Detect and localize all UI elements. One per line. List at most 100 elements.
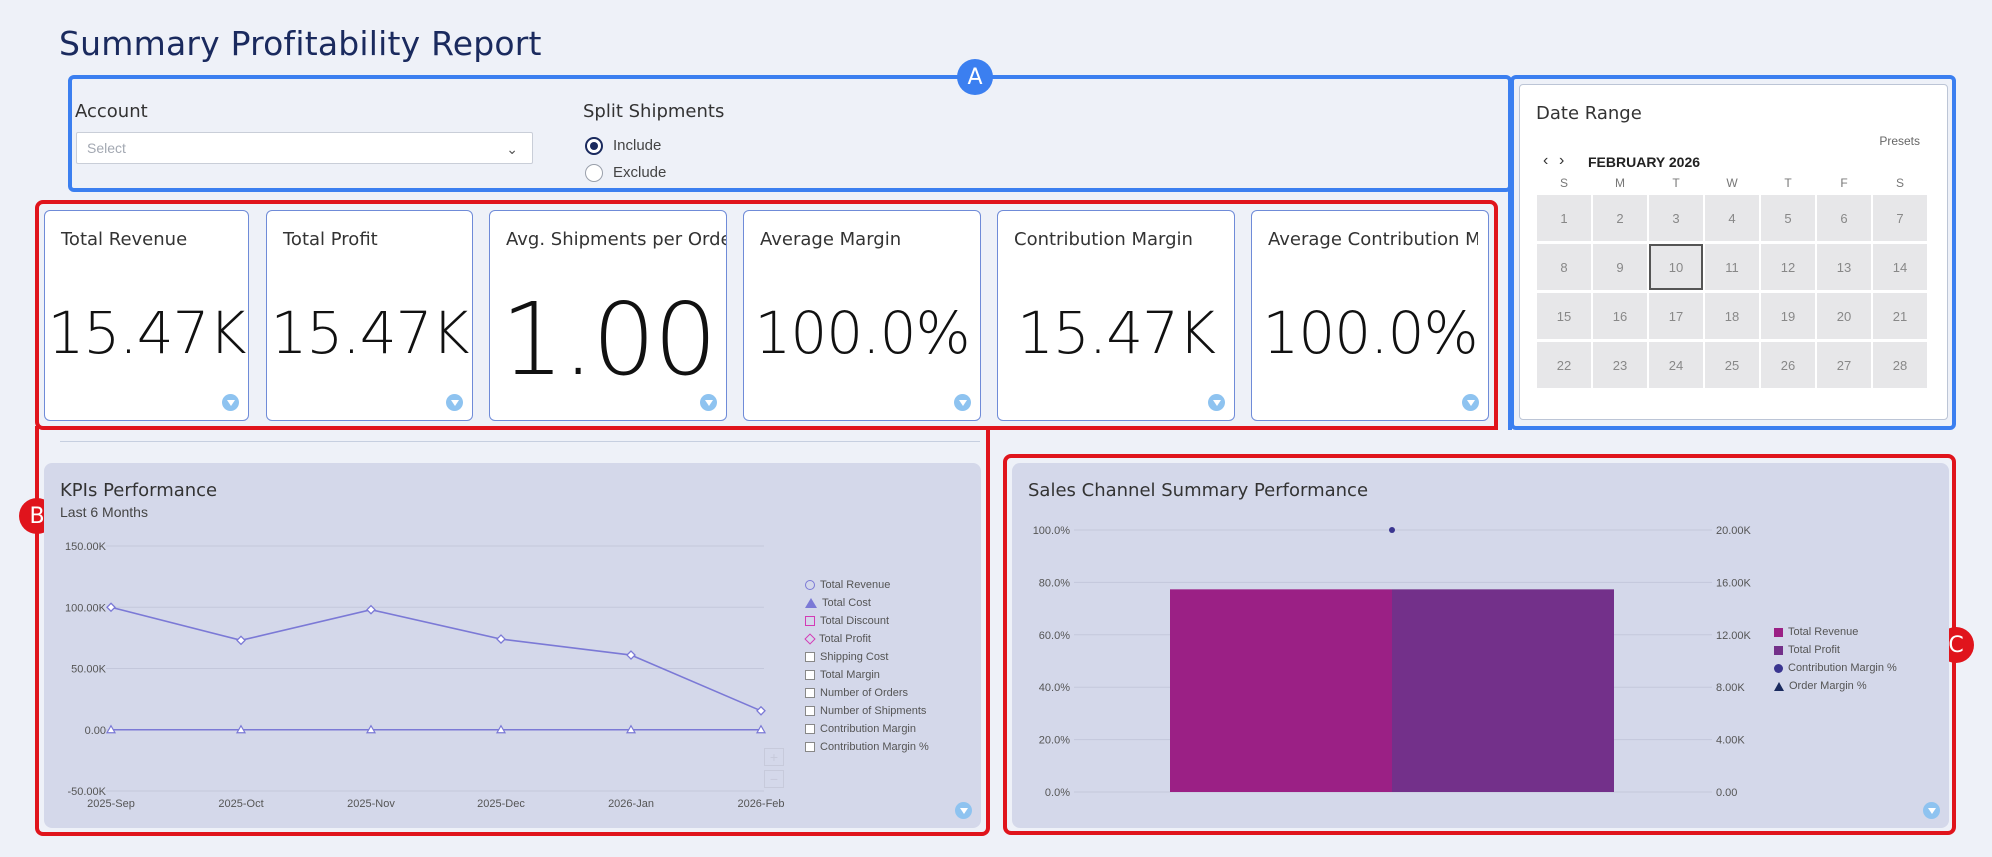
weekday-label: W [1726,176,1738,190]
data-point [366,604,376,615]
kpi-title: Total Profit [283,229,378,250]
legend-marker [805,616,815,626]
y-tick-label: 150.00K [65,541,107,553]
calendar-day[interactable]: 20 [1817,293,1871,339]
legend-item[interactable]: Total Revenue [805,576,929,594]
sales-bar-chart: 100.0% 80.0% 60.0% 40.0% 20.0% 0.0% 20.00K 16.0… [1033,525,1752,799]
annotation-a-sidebar-box [1510,75,1956,430]
legend-label: Number of Shipments [820,705,927,717]
calendar-day[interactable]: 17 [1649,293,1703,339]
x-tick-label: 2025-Oct [218,798,263,810]
legend-item[interactable]: Contribution Margin [805,720,929,738]
exclude-label: Exclude [613,164,667,181]
y-left-tick-label: 40.0% [1039,682,1070,694]
calendar-day[interactable]: 24 [1649,342,1703,388]
legend-item[interactable]: Total Profit [804,630,929,648]
calendar-day[interactable]: 11 [1705,244,1759,290]
zoom-in-button[interactable]: + [764,748,784,766]
calendar-day[interactable]: 1 [1537,195,1591,241]
y-right-tick-label: 4.00K [1716,735,1745,747]
legend-label: Total Margin [820,669,880,681]
annotation-b-connector [986,426,1498,430]
legend-item[interactable]: Number of Shipments [805,702,929,720]
chevron-right-icon[interactable]: › [1559,152,1565,169]
calendar-day[interactable]: 15 [1537,293,1591,339]
data-point [365,724,377,734]
legend-item[interactable]: Total Cost [805,594,929,612]
legend-marker [1774,627,1783,637]
data-point [105,724,117,734]
calendar-day[interactable]: 2 [1593,195,1647,241]
legend-marker [804,633,816,645]
legend-item[interactable]: Total Discount [805,612,929,630]
legend-label: Shipping Cost [820,651,889,663]
data-point [236,635,246,646]
calendar-month: FEBRUARY 2026 [1588,154,1701,170]
calendar-day[interactable]: 14 [1873,244,1927,290]
legend-item[interactable]: Contribution Margin % [805,738,929,756]
zoom-out-button[interactable]: − [764,770,784,788]
legend-item[interactable]: Contribution Margin % [1774,659,1897,677]
calendar-day[interactable]: 9 [1593,244,1647,290]
exclude-radio[interactable] [585,164,603,182]
kpi-title: Avg. Shipments per Order [506,229,727,250]
filter-icon[interactable] [1208,394,1225,411]
chevron-left-icon[interactable]: ‹ [1543,152,1549,169]
legend-marker [805,688,815,698]
calendar-day[interactable]: 12 [1761,244,1815,290]
filter-icon[interactable] [954,394,971,411]
calendar-day[interactable]: 16 [1593,293,1647,339]
calendar-day[interactable]: 8 [1537,244,1591,290]
filter-icon[interactable] [700,394,717,411]
calendar-day[interactable]: 22 [1537,342,1591,388]
include-radio[interactable] [585,137,603,155]
kpi-card-average-margin: Average Margin 100.0% [743,210,981,421]
legend-item[interactable]: Order Margin % [1774,677,1897,695]
account-select[interactable]: Select ⌄ [76,132,533,164]
filter-icon[interactable] [222,394,239,411]
annotation-a-badge: A [957,59,993,95]
calendar-day[interactable]: 23 [1593,342,1647,388]
legend-marker [805,742,815,752]
calendar-day[interactable]: 18 [1705,293,1759,339]
y-left-tick-label: 80.0% [1039,577,1070,589]
legend-item[interactable]: Total Revenue [1774,623,1897,641]
legend-item[interactable]: Total Profit [1774,641,1897,659]
calendar-day[interactable]: 3 [1649,195,1703,241]
legend-label: Number of Orders [820,687,909,699]
filter-icon[interactable] [1923,802,1940,819]
kpi-performance-panel: KPIs Performance Last 6 Months 150.00K 10… [44,463,981,828]
data-point [496,634,506,645]
filter-icon[interactable] [1462,394,1479,411]
y-right-tick-label: 0.00 [1716,787,1737,799]
y-right-tick-label: 8.00K [1716,682,1745,694]
calendar-day[interactable]: 5 [1761,195,1815,241]
annotation-b-connector-2 [986,426,990,446]
calendar-day[interactable]: 21 [1873,293,1927,339]
x-tick-label: 2026-Feb [737,798,784,810]
calendar-day[interactable]: 19 [1761,293,1815,339]
filter-icon[interactable] [955,802,972,819]
kpi-value: 100.0% [754,299,970,367]
kpi-card-average-contribution-margin: Average Contribution Margin 100.0% [1251,210,1489,421]
calendar-day[interactable]: 4 [1705,195,1759,241]
calendar-day[interactable]: 7 [1873,195,1927,241]
annotation-b-box [35,200,1498,430]
calendar-day[interactable]: 27 [1817,342,1871,388]
legend-item[interactable]: Number of Orders [805,684,929,702]
calendar-day[interactable]: 25 [1705,342,1759,388]
calendar-day[interactable]: 13 [1817,244,1871,290]
legend-item[interactable]: Total Margin [805,666,929,684]
filter-icon[interactable] [446,394,463,411]
calendar-day[interactable]: 28 [1873,342,1927,388]
legend-marker [1774,663,1783,673]
date-range-title: Date Range [1536,103,1642,124]
calendar-day-selected[interactable]: 10 [1649,244,1703,290]
calendar-day[interactable]: 26 [1761,342,1815,388]
legend-label: Contribution Margin [820,723,916,735]
presets-link[interactable]: Presets [1879,134,1920,148]
calendar-day[interactable]: 6 [1817,195,1871,241]
legend-item[interactable]: Shipping Cost [805,648,929,666]
legend-marker [805,598,817,608]
